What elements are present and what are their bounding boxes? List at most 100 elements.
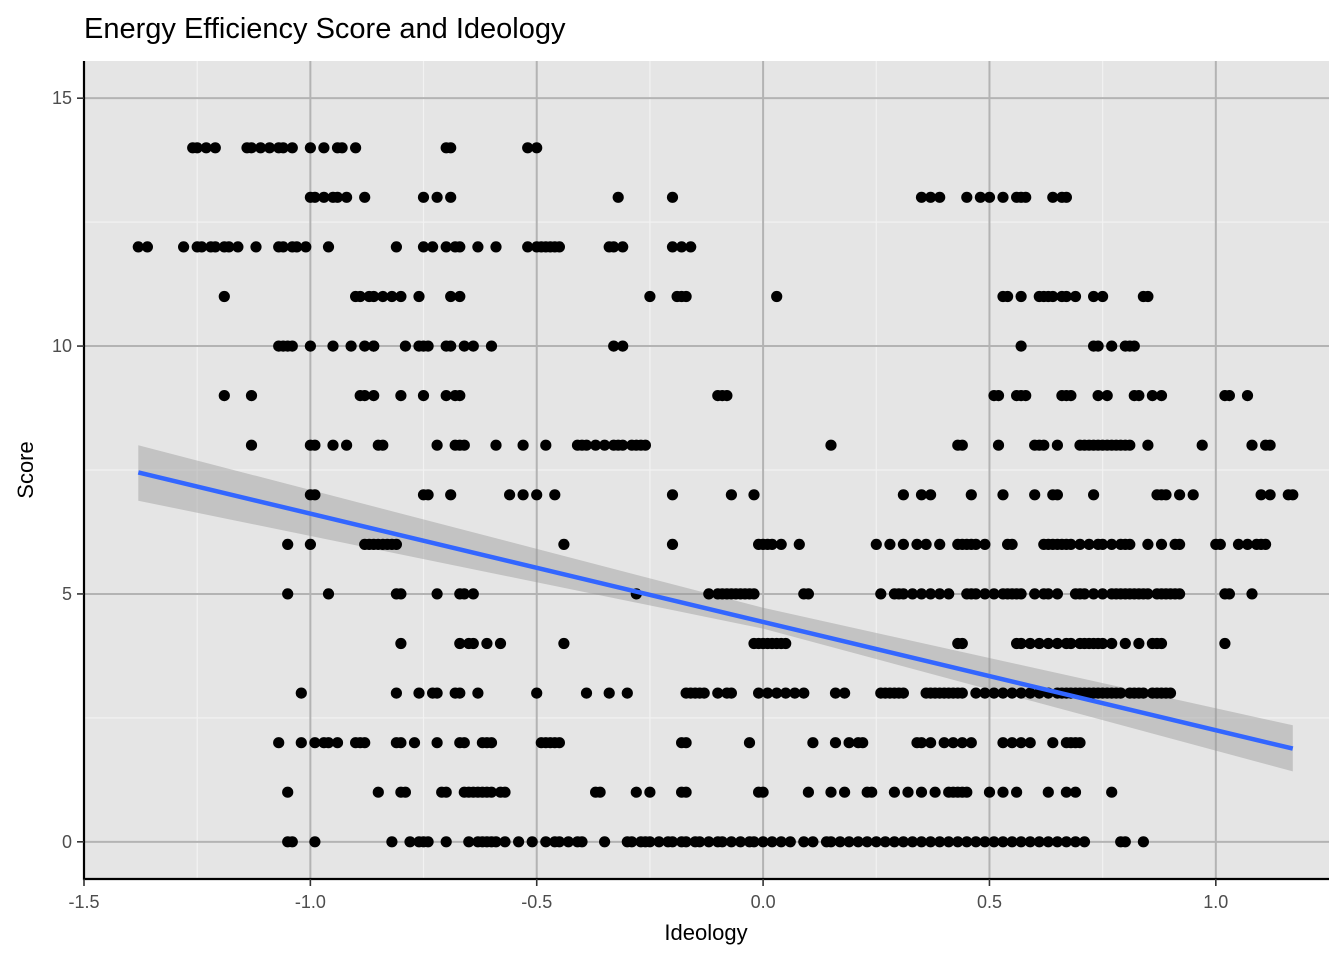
data-point — [956, 737, 968, 749]
x-tick-label: 0.5 — [977, 892, 1002, 912]
data-point — [1142, 538, 1154, 551]
data-point — [866, 786, 878, 798]
data-point — [445, 290, 457, 303]
data-point — [255, 142, 267, 154]
data-point — [617, 439, 629, 451]
data-point — [395, 588, 407, 600]
data-point — [245, 439, 258, 451]
data-point — [1033, 836, 1045, 848]
data-point — [843, 836, 855, 848]
data-point — [490, 439, 502, 451]
data-point — [494, 637, 507, 650]
data-point — [458, 340, 470, 352]
data-point — [875, 588, 887, 600]
data-point — [784, 836, 796, 848]
data-point — [698, 687, 710, 699]
data-point — [1029, 489, 1041, 501]
data-point — [802, 786, 815, 798]
data-point — [1060, 290, 1072, 303]
data-point — [580, 687, 593, 699]
data-point — [1146, 390, 1158, 402]
minor-gridlines — [84, 61, 1329, 879]
data-point — [1042, 637, 1054, 650]
data-point — [925, 588, 937, 600]
y-tick-label: 5 — [62, 584, 72, 604]
data-point — [798, 836, 810, 848]
data-point — [1015, 737, 1027, 749]
data-point — [526, 836, 538, 848]
data-point — [395, 290, 407, 303]
data-point — [359, 340, 371, 352]
data-point — [490, 241, 502, 253]
y-axis-title: Score — [13, 441, 38, 498]
data-point — [934, 836, 946, 848]
data-point — [300, 241, 312, 253]
data-point — [513, 836, 525, 848]
data-point — [562, 836, 575, 848]
data-point — [943, 588, 955, 600]
data-point — [829, 687, 842, 699]
data-point — [467, 340, 479, 352]
data-point — [1078, 836, 1091, 848]
data-point — [1097, 588, 1109, 600]
data-point — [191, 142, 203, 154]
data-point — [141, 241, 153, 253]
data-point — [997, 489, 1009, 501]
data-point — [1069, 786, 1082, 798]
data-point — [1042, 588, 1054, 600]
data-point — [748, 836, 760, 848]
data-point — [798, 687, 810, 699]
data-point — [608, 241, 620, 253]
data-point — [694, 836, 706, 848]
data-point — [200, 142, 212, 154]
data-point — [445, 489, 457, 501]
data-point — [531, 687, 543, 699]
data-point — [395, 390, 407, 402]
data-point — [1060, 191, 1072, 203]
data-point — [929, 786, 941, 798]
data-point — [309, 191, 321, 203]
data-point — [1074, 538, 1086, 551]
data-point — [757, 836, 769, 848]
data-point — [499, 786, 511, 798]
data-point — [1042, 836, 1054, 848]
data-point — [431, 687, 443, 699]
data-point — [839, 786, 851, 798]
data-point — [1106, 786, 1118, 798]
data-point — [997, 836, 1009, 848]
data-point — [897, 836, 910, 848]
data-point — [879, 836, 891, 848]
data-point — [956, 439, 968, 451]
data-point — [1264, 489, 1276, 501]
y-tick-label: 15 — [52, 88, 72, 108]
data-point — [1219, 637, 1231, 650]
data-point — [599, 439, 611, 451]
data-point — [644, 786, 656, 798]
data-point — [386, 290, 398, 303]
data-point — [1088, 290, 1100, 303]
data-point — [920, 538, 932, 551]
data-point — [793, 538, 805, 551]
data-point — [1264, 439, 1276, 451]
data-point — [1006, 836, 1018, 848]
data-point — [802, 588, 815, 600]
data-point — [807, 836, 819, 848]
data-point — [712, 687, 724, 699]
data-point — [1097, 538, 1109, 551]
data-point — [454, 241, 466, 253]
data-point — [676, 241, 688, 253]
data-point — [178, 241, 190, 253]
data-point — [1133, 390, 1145, 402]
data-point — [888, 786, 901, 798]
data-point — [417, 191, 430, 203]
data-point — [386, 836, 398, 848]
data-point — [825, 836, 837, 848]
data-point — [925, 737, 937, 749]
data-point — [983, 191, 996, 203]
data-point — [580, 439, 593, 451]
data-point — [979, 538, 991, 551]
data-point — [1246, 588, 1258, 600]
data-point — [553, 836, 566, 848]
axis-ticks: -1.5 -1.0 -0.5 0.0 0.5 1.0 0 5 10 15 — [52, 88, 1228, 912]
data-point — [440, 241, 452, 253]
